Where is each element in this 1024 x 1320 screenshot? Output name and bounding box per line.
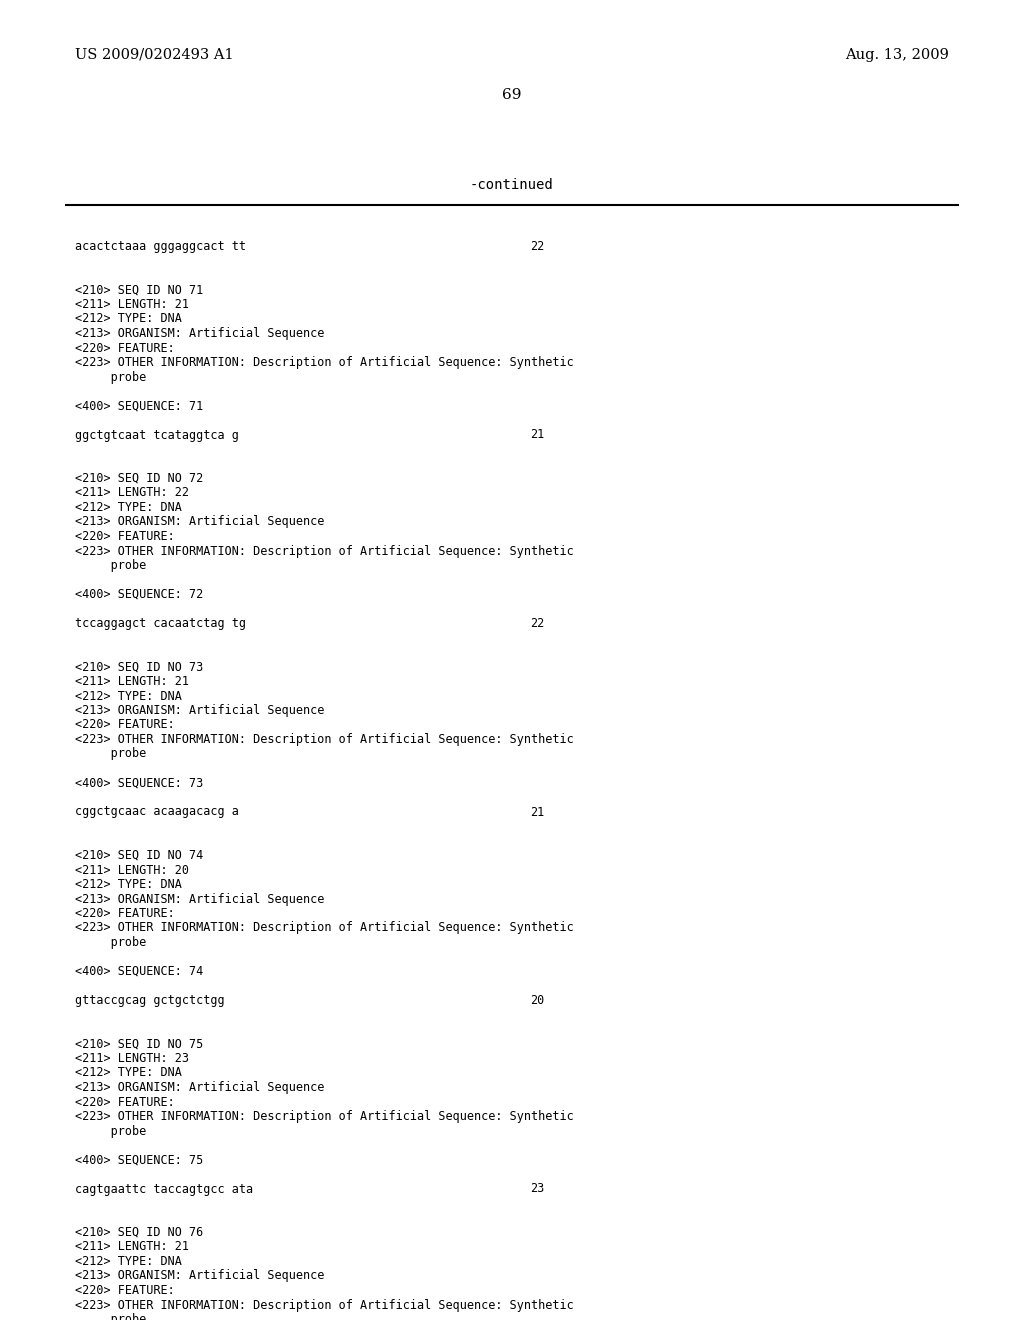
Text: <213> ORGANISM: Artificial Sequence: <213> ORGANISM: Artificial Sequence bbox=[75, 1270, 325, 1283]
Text: <213> ORGANISM: Artificial Sequence: <213> ORGANISM: Artificial Sequence bbox=[75, 327, 325, 341]
Text: probe: probe bbox=[75, 1125, 146, 1138]
Text: <220> FEATURE:: <220> FEATURE: bbox=[75, 531, 175, 543]
Text: <220> FEATURE:: <220> FEATURE: bbox=[75, 342, 175, 355]
Text: cggctgcaac acaagacacg a: cggctgcaac acaagacacg a bbox=[75, 805, 239, 818]
Text: <223> OTHER INFORMATION: Description of Artificial Sequence: Synthetic: <223> OTHER INFORMATION: Description of … bbox=[75, 1299, 573, 1312]
Text: gttaccgcag gctgctctgg: gttaccgcag gctgctctgg bbox=[75, 994, 224, 1007]
Text: 20: 20 bbox=[530, 994, 544, 1007]
Text: <211> LENGTH: 21: <211> LENGTH: 21 bbox=[75, 1241, 189, 1254]
Text: <223> OTHER INFORMATION: Description of Artificial Sequence: Synthetic: <223> OTHER INFORMATION: Description of … bbox=[75, 356, 573, 370]
Text: <400> SEQUENCE: 74: <400> SEQUENCE: 74 bbox=[75, 965, 203, 978]
Text: <213> ORGANISM: Artificial Sequence: <213> ORGANISM: Artificial Sequence bbox=[75, 1081, 325, 1094]
Text: <210> SEQ ID NO 72: <210> SEQ ID NO 72 bbox=[75, 473, 203, 484]
Text: <211> LENGTH: 22: <211> LENGTH: 22 bbox=[75, 487, 189, 499]
Text: <220> FEATURE:: <220> FEATURE: bbox=[75, 718, 175, 731]
Text: <212> TYPE: DNA: <212> TYPE: DNA bbox=[75, 878, 182, 891]
Text: <210> SEQ ID NO 75: <210> SEQ ID NO 75 bbox=[75, 1038, 203, 1051]
Text: <213> ORGANISM: Artificial Sequence: <213> ORGANISM: Artificial Sequence bbox=[75, 892, 325, 906]
Text: <211> LENGTH: 20: <211> LENGTH: 20 bbox=[75, 863, 189, 876]
Text: <220> FEATURE:: <220> FEATURE: bbox=[75, 907, 175, 920]
Text: <213> ORGANISM: Artificial Sequence: <213> ORGANISM: Artificial Sequence bbox=[75, 516, 325, 528]
Text: <400> SEQUENCE: 72: <400> SEQUENCE: 72 bbox=[75, 587, 203, 601]
Text: <211> LENGTH: 23: <211> LENGTH: 23 bbox=[75, 1052, 189, 1065]
Text: probe: probe bbox=[75, 936, 146, 949]
Text: <213> ORGANISM: Artificial Sequence: <213> ORGANISM: Artificial Sequence bbox=[75, 704, 325, 717]
Text: 22: 22 bbox=[530, 240, 544, 253]
Text: cagtgaattc taccagtgcc ata: cagtgaattc taccagtgcc ata bbox=[75, 1183, 253, 1196]
Text: <400> SEQUENCE: 73: <400> SEQUENCE: 73 bbox=[75, 776, 203, 789]
Text: <220> FEATURE:: <220> FEATURE: bbox=[75, 1096, 175, 1109]
Text: -continued: -continued bbox=[470, 178, 554, 191]
Text: <400> SEQUENCE: 71: <400> SEQUENCE: 71 bbox=[75, 400, 203, 412]
Text: 21: 21 bbox=[530, 805, 544, 818]
Text: <223> OTHER INFORMATION: Description of Artificial Sequence: Synthetic: <223> OTHER INFORMATION: Description of … bbox=[75, 544, 573, 557]
Text: ggctgtcaat tcataggtca g: ggctgtcaat tcataggtca g bbox=[75, 429, 239, 441]
Text: <210> SEQ ID NO 74: <210> SEQ ID NO 74 bbox=[75, 849, 203, 862]
Text: US 2009/0202493 A1: US 2009/0202493 A1 bbox=[75, 48, 233, 62]
Text: probe: probe bbox=[75, 1313, 146, 1320]
Text: 21: 21 bbox=[530, 429, 544, 441]
Text: probe: probe bbox=[75, 371, 146, 384]
Text: <211> LENGTH: 21: <211> LENGTH: 21 bbox=[75, 298, 189, 312]
Text: tccaggagct cacaatctag tg: tccaggagct cacaatctag tg bbox=[75, 616, 246, 630]
Text: <223> OTHER INFORMATION: Description of Artificial Sequence: Synthetic: <223> OTHER INFORMATION: Description of … bbox=[75, 1110, 573, 1123]
Text: 23: 23 bbox=[530, 1183, 544, 1196]
Text: <220> FEATURE:: <220> FEATURE: bbox=[75, 1284, 175, 1298]
Text: <210> SEQ ID NO 73: <210> SEQ ID NO 73 bbox=[75, 660, 203, 673]
Text: <212> TYPE: DNA: <212> TYPE: DNA bbox=[75, 313, 182, 326]
Text: <210> SEQ ID NO 76: <210> SEQ ID NO 76 bbox=[75, 1226, 203, 1239]
Text: <212> TYPE: DNA: <212> TYPE: DNA bbox=[75, 689, 182, 702]
Text: Aug. 13, 2009: Aug. 13, 2009 bbox=[845, 48, 949, 62]
Text: 22: 22 bbox=[530, 616, 544, 630]
Text: probe: probe bbox=[75, 747, 146, 760]
Text: <212> TYPE: DNA: <212> TYPE: DNA bbox=[75, 1067, 182, 1080]
Text: <212> TYPE: DNA: <212> TYPE: DNA bbox=[75, 1255, 182, 1269]
Text: <223> OTHER INFORMATION: Description of Artificial Sequence: Synthetic: <223> OTHER INFORMATION: Description of … bbox=[75, 921, 573, 935]
Text: <211> LENGTH: 21: <211> LENGTH: 21 bbox=[75, 675, 189, 688]
Text: 69: 69 bbox=[502, 88, 522, 102]
Text: probe: probe bbox=[75, 558, 146, 572]
Text: <210> SEQ ID NO 71: <210> SEQ ID NO 71 bbox=[75, 284, 203, 297]
Text: <212> TYPE: DNA: <212> TYPE: DNA bbox=[75, 502, 182, 513]
Text: <400> SEQUENCE: 75: <400> SEQUENCE: 75 bbox=[75, 1154, 203, 1167]
Text: <223> OTHER INFORMATION: Description of Artificial Sequence: Synthetic: <223> OTHER INFORMATION: Description of … bbox=[75, 733, 573, 746]
Text: acactctaaa gggaggcact tt: acactctaaa gggaggcact tt bbox=[75, 240, 246, 253]
